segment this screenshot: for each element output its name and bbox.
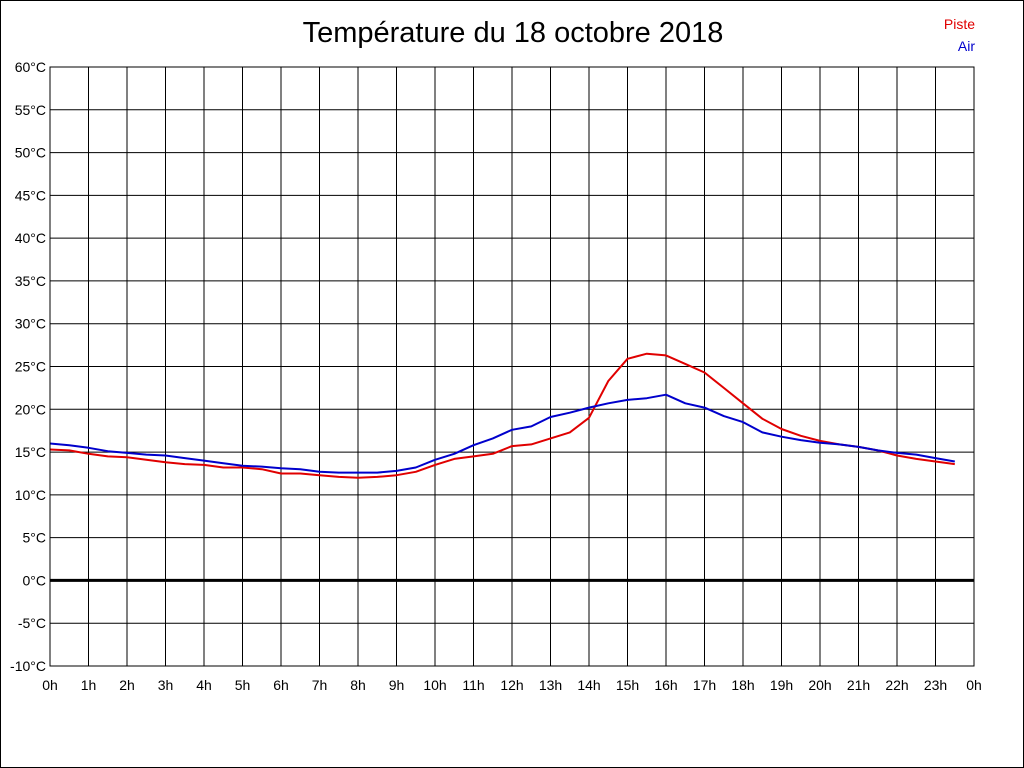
x-tick-label: 1h	[81, 677, 97, 693]
y-tick-label: 60°C	[15, 59, 46, 75]
x-tick-label: 13h	[539, 677, 562, 693]
x-tick-label: 19h	[770, 677, 793, 693]
series-line-air	[49, 393, 955, 474]
y-tick-label: 40°C	[15, 230, 46, 246]
x-tick-label: 7h	[312, 677, 328, 693]
x-tick-label: 2h	[119, 677, 135, 693]
chart-legend: Piste Air	[944, 13, 975, 57]
x-tick-label: 10h	[423, 677, 446, 693]
x-tick-label: 8h	[350, 677, 366, 693]
x-tick-label: 9h	[389, 677, 405, 693]
x-tick-label: 20h	[808, 677, 831, 693]
x-tick-label: 22h	[885, 677, 908, 693]
y-tick-label: 35°C	[15, 273, 46, 289]
x-tick-label: 0h	[42, 677, 58, 693]
legend-entry-piste: Piste	[943, 16, 975, 32]
x-tick-label: 16h	[654, 677, 677, 693]
x-tick-label: 17h	[693, 677, 716, 693]
y-tick-labels: 60°C 55°C 50°C 45°C 40°C 35°C 30°C 25°C 20°C 15°C…	[10, 59, 46, 674]
y-tick-label: 55°C	[15, 102, 46, 118]
x-tick-label: 3h	[158, 677, 174, 693]
y-tick-label: 50°C	[15, 145, 46, 161]
y-tick-label: -10°C	[10, 658, 46, 674]
grid	[49, 66, 975, 667]
x-tick-label: 11h	[462, 677, 484, 693]
x-tick-label: 14h	[577, 677, 600, 693]
y-tick-label: 10°C	[15, 487, 46, 503]
x-tick-label: 21h	[847, 677, 870, 693]
x-tick-label: 18h	[731, 677, 754, 693]
x-tick-label: 4h	[196, 677, 212, 693]
y-tick-label: 0°C	[23, 572, 47, 588]
chart-title: Température du 18 octobre 2018	[302, 17, 724, 49]
x-tick-label: 6h	[273, 677, 289, 693]
y-tick-label: -5°C	[18, 615, 46, 631]
x-tick-label: 12h	[500, 677, 523, 693]
y-tick-label: 15°C	[15, 444, 46, 460]
x-tick-labels: 0h 1h 2h 3h 4h 5h 6h 7h 8h 9h 10h 11h 12h 13h 14h 15h 16…	[42, 677, 982, 693]
legend-entry-air: Air	[957, 38, 975, 54]
x-tick-label: 15h	[616, 677, 639, 693]
y-tick-label: 20°C	[15, 401, 46, 417]
y-tick-label: 25°C	[15, 359, 46, 375]
y-tick-label: 45°C	[15, 187, 46, 203]
y-tick-label: 5°C	[23, 530, 47, 546]
x-tick-label: 23h	[924, 677, 947, 693]
x-tick-label: 5h	[235, 677, 251, 693]
series-group	[49, 352, 955, 479]
series-line-piste	[49, 352, 955, 479]
y-tick-label: 30°C	[15, 316, 46, 332]
x-tick-label: 0h	[966, 677, 982, 693]
plot-area-border	[49, 66, 975, 667]
